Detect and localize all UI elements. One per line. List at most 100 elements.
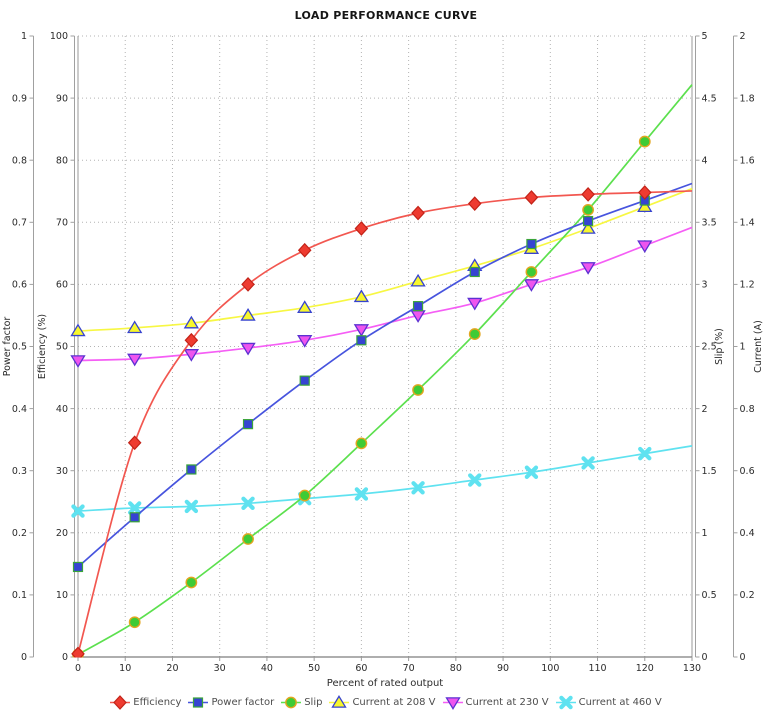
svg-text:0: 0 <box>62 652 68 663</box>
legend-item-slip: Slip <box>281 695 322 710</box>
svg-text:0.6: 0.6 <box>12 280 27 291</box>
svg-text:Efficiency (%): Efficiency (%) <box>37 314 48 379</box>
svg-text:0: 0 <box>21 652 27 663</box>
svg-text:50: 50 <box>56 342 68 353</box>
series-line-current-at-460-v <box>77 445 693 512</box>
svg-text:60: 60 <box>56 280 68 291</box>
legend-label: Slip <box>304 697 323 708</box>
svg-text:3.5: 3.5 <box>702 218 717 229</box>
svg-text:10: 10 <box>119 663 131 674</box>
svg-text:10: 10 <box>56 590 68 601</box>
svg-text:70: 70 <box>56 218 68 229</box>
svg-text:Percent of rated output: Percent of rated output <box>327 678 444 689</box>
svg-text:0.6: 0.6 <box>740 466 755 477</box>
svg-text:40: 40 <box>56 404 68 415</box>
legend: Efficiency Power factor Slip Current at 208… <box>0 695 772 710</box>
svg-text:80: 80 <box>450 663 462 674</box>
svg-text:80: 80 <box>56 155 68 166</box>
svg-text:0.4: 0.4 <box>12 404 27 415</box>
chart-title: LOAD PERFORMANCE CURVE <box>294 9 478 22</box>
svg-text:2: 2 <box>740 31 746 42</box>
legend-item-efficiency: Efficiency <box>110 695 181 710</box>
svg-text:40: 40 <box>261 663 273 674</box>
svg-text:1: 1 <box>740 342 746 353</box>
grid <box>78 35 692 657</box>
svg-text:1: 1 <box>21 31 27 42</box>
legend-marker-current-at-230-v-icon <box>442 697 463 710</box>
svg-text:20: 20 <box>56 528 68 539</box>
svg-text:0.2: 0.2 <box>740 590 755 601</box>
svg-text:0: 0 <box>702 652 708 663</box>
legend-marker-efficiency-icon <box>110 695 131 710</box>
svg-text:Slip (%): Slip (%) <box>714 328 725 365</box>
svg-text:4.5: 4.5 <box>702 93 717 104</box>
legend-marker-current-at-208-v-icon <box>329 695 350 708</box>
svg-text:0.9: 0.9 <box>12 93 27 104</box>
series-line-current-at-208-v <box>77 187 693 332</box>
svg-text:2.5: 2.5 <box>702 342 717 353</box>
svg-text:4: 4 <box>702 155 708 166</box>
svg-text:0.8: 0.8 <box>12 155 27 166</box>
legend-item-power-factor: Power factor <box>188 695 274 710</box>
svg-text:0: 0 <box>75 663 81 674</box>
svg-text:1.4: 1.4 <box>740 218 755 229</box>
svg-text:60: 60 <box>355 663 367 674</box>
legend-label: Current at 230 V <box>465 697 549 708</box>
svg-text:0.5: 0.5 <box>702 590 717 601</box>
svg-text:100: 100 <box>50 31 68 42</box>
svg-text:1.2: 1.2 <box>740 280 755 291</box>
svg-text:20: 20 <box>166 663 178 674</box>
svg-text:100: 100 <box>541 663 559 674</box>
series-line-power-factor <box>77 182 693 568</box>
series-line-current-at-230-v <box>77 226 693 362</box>
plot-border <box>77 36 693 658</box>
svg-text:0.4: 0.4 <box>740 528 755 539</box>
y-axis-power-factor: 0 0.1 0.2 0.3 0.4 0.5 0.6 0.7 0.8 0.9 1 Power facto… <box>2 31 34 663</box>
svg-text:1.5: 1.5 <box>702 466 717 477</box>
series-current-at-460-v <box>71 445 693 518</box>
svg-text:0.5: 0.5 <box>12 342 27 353</box>
svg-text:1.8: 1.8 <box>740 93 755 104</box>
svg-text:0: 0 <box>740 652 746 663</box>
legend-label: Efficiency <box>133 697 182 708</box>
svg-text:110: 110 <box>588 663 606 674</box>
svg-text:130: 130 <box>683 663 701 674</box>
series-current-at-230-v <box>70 226 693 368</box>
legend-item-current-at-208-v: Current at 208 V <box>329 695 436 710</box>
y-axis-current: 0 0.2 0.4 0.6 0.8 1 1.2 1.4 1.6 1.8 2 Current (A) <box>733 31 764 663</box>
svg-text:50: 50 <box>308 663 320 674</box>
svg-text:2: 2 <box>702 404 708 415</box>
svg-text:1.6: 1.6 <box>740 155 755 166</box>
x-axis: 0 10 20 30 40 50 60 70 80 90 100 110 120 130 Percent o… <box>75 657 701 689</box>
legend-marker-slip-icon <box>281 696 302 709</box>
legend-item-current-at-460-v: Current at 460 V <box>555 695 662 710</box>
svg-text:90: 90 <box>56 93 68 104</box>
svg-text:0.1: 0.1 <box>12 590 27 601</box>
svg-text:5: 5 <box>702 31 708 42</box>
y-axis-slip: 0 0.5 1 1.5 2 2.5 3 3.5 4 4.5 5 Slip (%) <box>695 31 725 663</box>
series-current-at-208-v <box>70 187 693 337</box>
legend-label: Current at 460 V <box>578 697 662 708</box>
svg-text:0.3: 0.3 <box>12 466 27 477</box>
svg-text:1: 1 <box>702 528 708 539</box>
svg-text:0.2: 0.2 <box>12 528 27 539</box>
y-axis-efficiency: 0 10 20 30 40 50 60 70 80 90 100 Efficiency (%) <box>37 31 75 663</box>
series-slip <box>72 84 693 658</box>
series-efficiency <box>71 185 693 658</box>
svg-text:Current (A): Current (A) <box>753 320 764 373</box>
legend-label: Power factor <box>211 697 275 708</box>
svg-text:90: 90 <box>497 663 509 674</box>
legend-marker-current-at-460-v-icon <box>555 695 576 710</box>
svg-text:0.7: 0.7 <box>12 218 27 229</box>
svg-text:30: 30 <box>56 466 68 477</box>
svg-text:0.8: 0.8 <box>740 404 755 415</box>
series-power-factor <box>72 182 693 573</box>
legend-item-current-at-230-v: Current at 230 V <box>442 695 549 710</box>
svg-text:Power factor: Power factor <box>2 317 13 377</box>
svg-text:30: 30 <box>214 663 226 674</box>
legend-label: Current at 208 V <box>352 697 436 708</box>
svg-text:120: 120 <box>636 663 654 674</box>
svg-text:70: 70 <box>403 663 415 674</box>
